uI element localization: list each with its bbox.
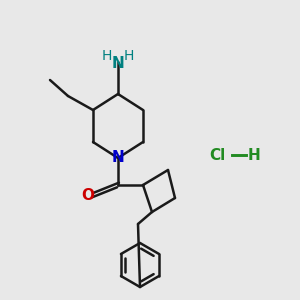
Text: Cl: Cl	[209, 148, 225, 163]
Text: H: H	[102, 49, 112, 63]
Text: O: O	[82, 188, 94, 202]
Text: H: H	[124, 49, 134, 63]
Text: H: H	[248, 148, 260, 163]
Text: N: N	[112, 151, 124, 166]
Text: N: N	[112, 56, 124, 71]
